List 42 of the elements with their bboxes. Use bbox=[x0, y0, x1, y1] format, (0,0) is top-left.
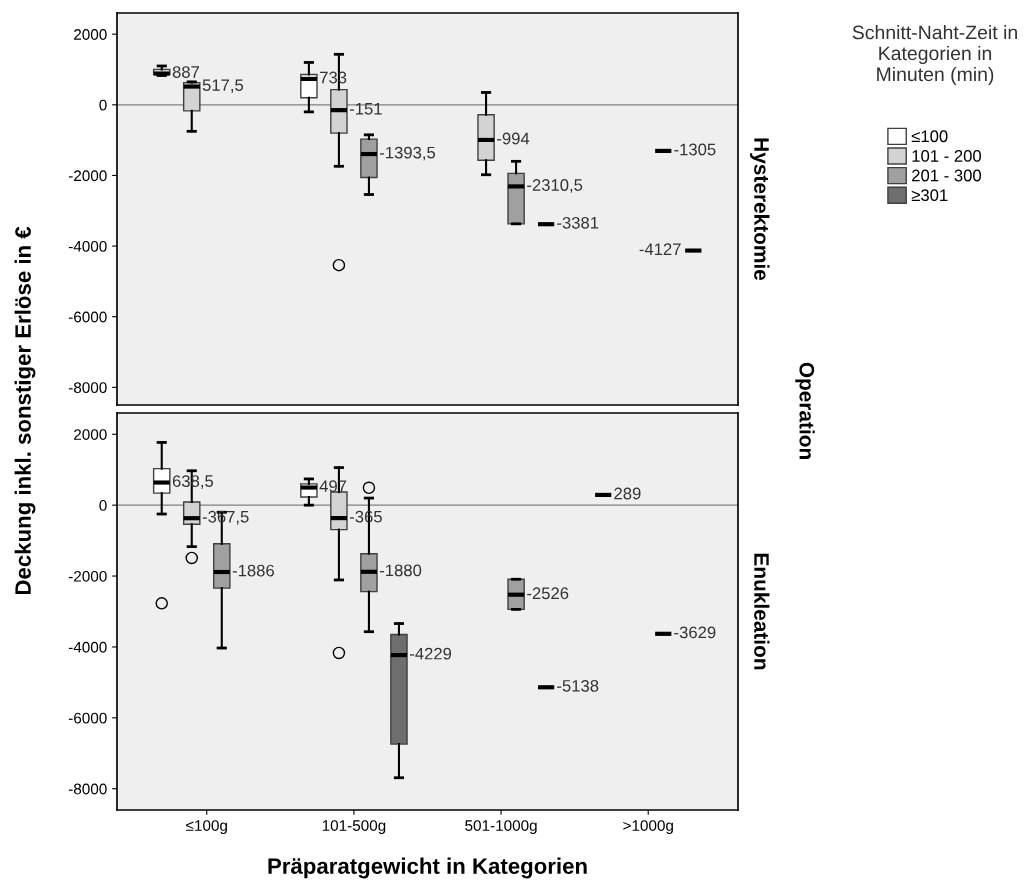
y-tick-label: -8000 bbox=[68, 382, 107, 394]
x-tick-label: 501-1000g bbox=[465, 820, 537, 834]
text: -4127 bbox=[639, 243, 681, 255]
text: -3629 bbox=[674, 626, 716, 639]
text: -151 bbox=[349, 103, 382, 115]
text: -1305 bbox=[674, 143, 716, 156]
text: 887 bbox=[172, 66, 200, 78]
legend-label: ≤100 bbox=[911, 130, 948, 143]
y-tick-label: 2000 bbox=[74, 429, 107, 440]
text: Enukleation bbox=[754, 553, 770, 670]
text: -994 bbox=[497, 132, 530, 145]
text: Hysterektomie bbox=[750, 138, 770, 281]
y-axis-title: Deckung inkl. sonstiger Erlöse in € bbox=[14, 226, 36, 595]
y-tick-label: -6000 bbox=[68, 311, 107, 323]
y-tick-label: -2000 bbox=[68, 570, 107, 582]
legend-label: 101 - 200 bbox=[912, 149, 982, 162]
x-tick-label: 101-500g bbox=[322, 820, 386, 834]
y-tick-label: 0 bbox=[99, 99, 107, 111]
y-tick-label: -4000 bbox=[68, 240, 107, 252]
text: -1880 bbox=[379, 564, 422, 577]
text: 289 bbox=[614, 487, 641, 500]
y-tick-label: -8000 bbox=[68, 783, 107, 795]
x-tick-label: ≤100g bbox=[186, 820, 227, 834]
x-tick-label: >1000g bbox=[623, 820, 673, 834]
text: -4229 bbox=[409, 647, 452, 660]
text: -3381 bbox=[557, 216, 599, 229]
text: 517,5 bbox=[202, 79, 244, 93]
y-tick-label: 0 bbox=[99, 500, 107, 511]
text: -1393,5 bbox=[379, 146, 436, 161]
y-tick-label: 2000 bbox=[74, 29, 107, 40]
text: Operation bbox=[795, 362, 815, 459]
x-axis-title: Präparatgewicht in Kategorien bbox=[268, 857, 587, 879]
text: -2310,5 bbox=[527, 179, 583, 193]
text: -2526 bbox=[527, 587, 569, 600]
y-tick-label: -2000 bbox=[68, 170, 107, 182]
y-tick-label: -6000 bbox=[68, 712, 107, 724]
legend-title: Schnitt-Naht-Zeit in Kategorien in Minuten (min) bbox=[852, 25, 1017, 85]
text: -1886 bbox=[232, 564, 274, 577]
text: -5138 bbox=[557, 679, 599, 692]
y-tick-label: -4000 bbox=[68, 641, 107, 653]
legend-label: 201 - 300 bbox=[912, 169, 982, 182]
legend-label: ≥301 bbox=[911, 189, 948, 202]
